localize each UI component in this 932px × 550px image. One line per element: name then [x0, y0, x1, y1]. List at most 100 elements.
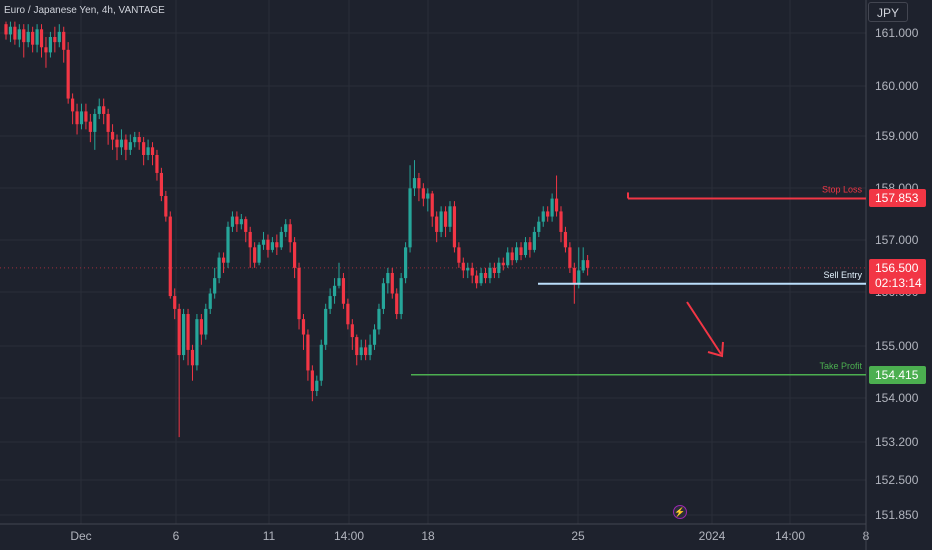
stop-loss-price-tag: 157.853 [869, 189, 926, 208]
candle-body [319, 344, 323, 381]
candle-body [137, 137, 141, 143]
candle-body [84, 111, 88, 122]
y-tick-label: 151.850 [875, 508, 919, 522]
candle-body [270, 242, 274, 250]
candle-body [182, 314, 186, 356]
candle-body [448, 206, 452, 227]
candle-body [275, 242, 279, 248]
candle-body [199, 319, 203, 335]
candle-body [186, 314, 190, 350]
currency-unit-button[interactable]: JPY [868, 2, 908, 22]
x-tick-label: 11 [263, 529, 276, 543]
y-tick-label: 154.000 [875, 391, 919, 405]
y-tick-label: 155.000 [875, 339, 919, 353]
candle-body [97, 106, 101, 114]
candle-body [17, 29, 21, 40]
candle-body [226, 226, 230, 263]
x-tick-label: 2024 [699, 529, 726, 543]
down-arrow-head-icon [707, 341, 724, 358]
candle-body [306, 334, 310, 371]
candle-body [110, 131, 115, 140]
candle-body [408, 188, 412, 248]
candle-body [284, 224, 288, 232]
candle-body [62, 31, 66, 50]
current-price-tag: 156.500 02:13:14 [869, 259, 926, 294]
candle-body [248, 231, 252, 248]
symbol-line: Euro / Japanese Yen, 4h, VANTAGE [4, 5, 165, 16]
candle-body [439, 211, 443, 232]
candle-body [266, 239, 270, 250]
stop-loss-label: Stop Loss [822, 184, 863, 194]
candle-body [337, 278, 341, 286]
down-arrow-icon [686, 301, 722, 355]
candle-body [93, 113, 97, 132]
candle-body [253, 247, 257, 263]
candle-body [288, 224, 292, 243]
candle-body [550, 198, 554, 217]
candle-body [443, 211, 448, 227]
candle-body [346, 303, 350, 325]
candle-body [44, 47, 48, 53]
candle-body [386, 272, 390, 284]
y-tick-label: 153.200 [875, 435, 919, 449]
x-tick-label: 14:00 [334, 529, 364, 543]
candle-body [128, 142, 132, 150]
candle-body [4, 24, 8, 35]
lightning-icon[interactable]: ⚡ [673, 505, 687, 519]
candle-body [430, 193, 434, 217]
candle-body [239, 219, 243, 225]
y-tick-label: 159.000 [875, 129, 919, 143]
y-tick-label: 152.500 [875, 473, 919, 487]
candle-body [350, 324, 354, 338]
candle-body [119, 139, 124, 148]
candle-body [581, 260, 585, 271]
candle-body [244, 219, 248, 232]
candle-body [230, 216, 235, 227]
candle-body [328, 296, 332, 309]
candle-body [523, 242, 528, 256]
candle-body [377, 308, 381, 330]
x-tick-label: 18 [421, 529, 435, 543]
candle-body [257, 244, 261, 263]
candle-body [235, 216, 239, 225]
candle-body [483, 272, 488, 279]
candle-body [501, 262, 505, 266]
candle-body [102, 106, 106, 114]
candle-body [204, 308, 208, 335]
x-tick-label: Dec [70, 529, 91, 543]
candle-body [399, 278, 403, 315]
candle-body [497, 262, 501, 273]
candle-body [261, 239, 266, 245]
candle-body [217, 257, 221, 279]
candle-body [39, 29, 44, 48]
y-tick-label: 160.000 [875, 79, 919, 93]
candle-body [332, 285, 337, 297]
candle-body [461, 262, 465, 271]
candle-body [155, 154, 159, 173]
candle-body [8, 26, 13, 35]
candle-body [31, 31, 35, 45]
candle-body [359, 347, 363, 356]
bar-countdown: 02:13:14 [875, 276, 922, 290]
candle-body [164, 196, 168, 217]
candle-body [372, 329, 377, 345]
candle-body [106, 113, 110, 132]
candle-body [79, 111, 84, 125]
candle-body [421, 188, 425, 199]
candle-body [435, 216, 439, 232]
candle-body [221, 257, 226, 263]
candle-body [315, 380, 319, 391]
x-tick-label: 6 [173, 529, 180, 543]
candle-body [53, 37, 57, 43]
candle-body [390, 272, 394, 294]
candle-body [554, 198, 559, 212]
candle-body [195, 319, 199, 366]
candle-body [519, 247, 523, 256]
candle-body [559, 211, 563, 232]
current-price: 156.500 [875, 261, 919, 275]
candle-body [412, 178, 417, 189]
candle-body [208, 293, 212, 309]
candle-body [150, 147, 155, 155]
candle-body [404, 247, 408, 279]
